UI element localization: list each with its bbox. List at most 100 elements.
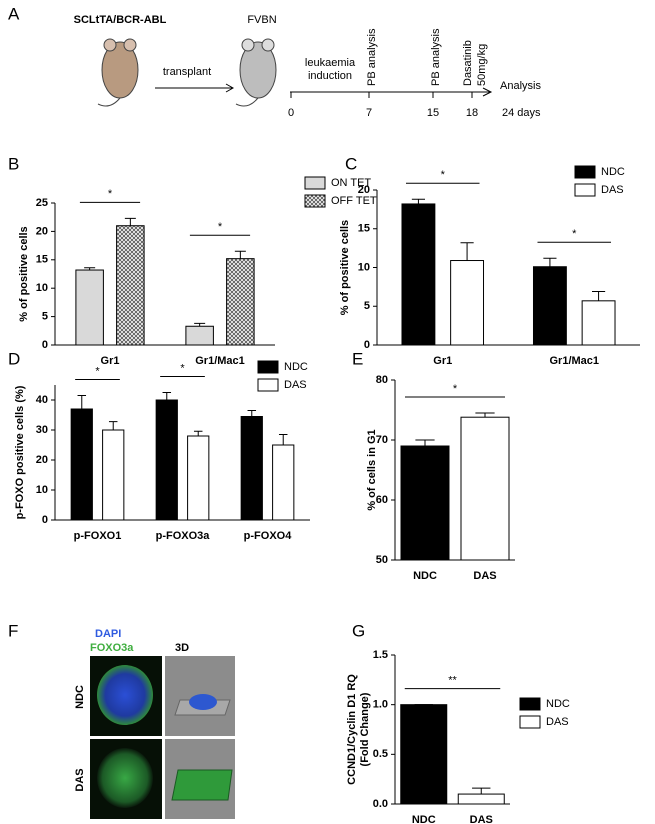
legend-swatch	[574, 165, 596, 179]
legend-swatch	[519, 715, 541, 729]
mouse-icon	[235, 38, 277, 107]
legend-swatch	[257, 360, 279, 374]
legend-label: ON TET	[331, 177, 371, 189]
y-tick-label: 80	[376, 374, 388, 386]
y-axis-label: (Fold Change)	[359, 692, 371, 766]
bar	[532, 266, 567, 346]
cell	[97, 748, 153, 808]
y-tick-label: 40	[36, 394, 48, 406]
x-tick-label: NDC	[412, 814, 436, 824]
y-tick-label: 20	[36, 454, 48, 466]
y-tick-label: 30	[36, 424, 48, 436]
event-label: PB analysis	[366, 28, 378, 86]
bar	[457, 793, 505, 805]
timeline	[290, 87, 493, 97]
error-bar	[543, 257, 557, 267]
panel-label: F	[8, 621, 18, 640]
legend-label: DAS	[546, 716, 569, 728]
legend-label: DAS	[601, 184, 624, 196]
y-tick-label: 70	[376, 434, 388, 446]
error-bar	[592, 291, 606, 301]
error-bar	[84, 267, 96, 271]
panel-label: G	[352, 621, 365, 640]
x-tick-label: p-FOXO4	[244, 530, 293, 542]
y-axis-label: % of positive cells	[18, 226, 30, 321]
legend-swatch	[574, 183, 596, 197]
donor: SCLtTA/BCR-ABL	[74, 14, 167, 26]
significance-mark: *	[180, 362, 185, 374]
y-tick-label: 0	[42, 339, 48, 351]
legend-swatch	[519, 697, 541, 711]
y-axis-label: p-FOXO positive cells (%)	[14, 385, 26, 519]
timeline-tick	[290, 92, 473, 98]
bar	[272, 444, 295, 521]
y-axis-label: % of positive cells	[339, 220, 351, 315]
bar	[400, 704, 448, 805]
error-bar	[234, 250, 246, 259]
bar	[102, 429, 125, 521]
y-tick-label: 5	[42, 311, 48, 323]
error-bar	[124, 217, 136, 226]
event-label: PB analysis	[430, 28, 442, 86]
y-tick-label: 10	[36, 484, 48, 496]
panel-label: C	[345, 154, 357, 173]
y-axis-label: % of cells in G1	[366, 429, 378, 510]
event-label: Dasatinib	[462, 40, 474, 86]
y-tick-label: 0	[364, 339, 370, 351]
error-bar	[415, 439, 435, 446]
y-tick-label: 1.0	[373, 699, 388, 711]
arrow	[155, 83, 235, 93]
induction-label: leukaemia	[305, 57, 356, 69]
mouse-icon	[97, 38, 139, 107]
timeline-label: 24 days	[502, 107, 541, 119]
bar	[226, 258, 255, 346]
end-label: Analysis	[500, 80, 541, 92]
y-tick-label: 10	[36, 282, 48, 294]
bar	[450, 260, 485, 346]
y-tick-label: 1.5	[373, 649, 388, 661]
bar	[581, 300, 616, 346]
legend-label: NDC	[546, 698, 570, 710]
panel-label: E	[352, 349, 363, 368]
significance-mark: **	[448, 675, 457, 687]
induction-label: induction	[308, 70, 352, 82]
stain-label: DAPI	[95, 628, 121, 640]
panel-label: D	[8, 349, 20, 368]
bar	[400, 445, 450, 561]
y-tick-label: 0.0	[373, 798, 388, 810]
bar	[401, 203, 436, 346]
x-tick-label: Gr1/Mac1	[549, 355, 599, 367]
error-bar	[472, 787, 491, 795]
y-tick-label: 15	[36, 254, 48, 266]
error-bar	[411, 198, 425, 204]
error-bar	[193, 430, 203, 436]
significance-mark: *	[218, 221, 223, 233]
significance-mark: *	[453, 383, 458, 395]
legend-label: DAS	[284, 379, 307, 391]
x-tick-label: p-FOXO1	[74, 530, 122, 542]
bar	[75, 269, 104, 346]
timeline-label: 7	[366, 107, 372, 119]
significance-mark: *	[572, 228, 577, 240]
error-bar	[108, 421, 118, 430]
bar	[187, 435, 210, 521]
panel-label: B	[8, 154, 19, 173]
view-label: 3D	[175, 642, 189, 654]
significance-mark: *	[441, 169, 446, 181]
surface-peak	[171, 769, 233, 801]
x-tick-label: NDC	[413, 570, 437, 582]
error-bar	[475, 412, 495, 418]
legend-swatch	[257, 378, 279, 392]
error-bar	[278, 434, 288, 445]
bar	[185, 325, 214, 346]
bar	[460, 416, 510, 561]
y-tick-label: 0.5	[373, 748, 388, 760]
y-tick-label: 50	[376, 554, 388, 566]
bar	[240, 416, 263, 521]
stain-label: FOXO3a	[90, 642, 134, 654]
y-tick-label: 10	[358, 261, 370, 273]
surface-peak	[189, 694, 217, 710]
legend-swatch	[304, 194, 326, 208]
y-tick-label: 15	[358, 223, 370, 235]
